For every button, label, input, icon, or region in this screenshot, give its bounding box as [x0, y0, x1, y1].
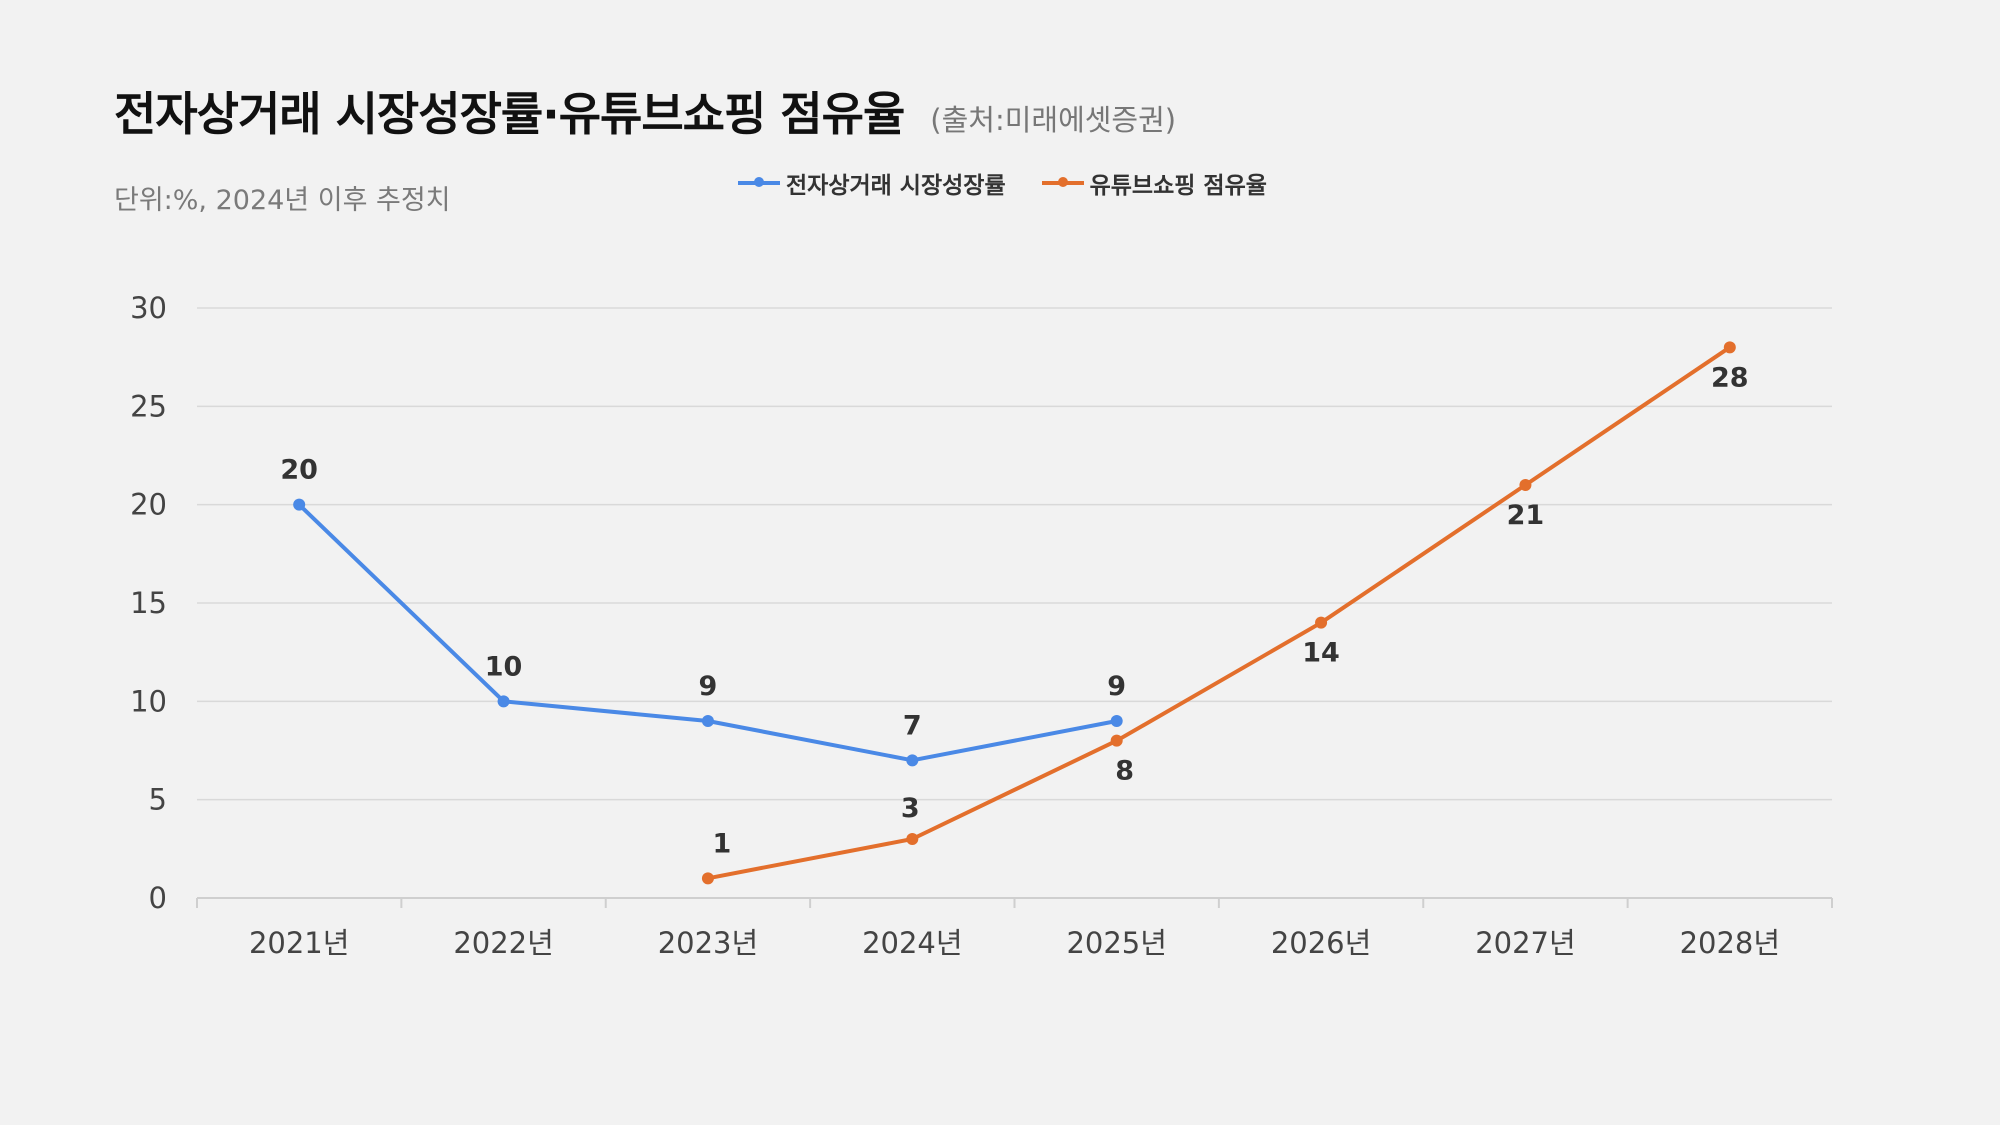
- data-label-youtube: 28: [1711, 362, 1749, 393]
- data-point-youtube: [1110, 734, 1123, 747]
- legend-label-youtube: 유튜브쇼핑 점유율: [1089, 173, 1267, 199]
- chart-source: (출처:미래에셋증권): [930, 103, 1177, 137]
- data-label-ecommerce: 7: [903, 710, 922, 741]
- y-tick-label: 10: [130, 684, 167, 718]
- x-tick-label: 2027년: [1475, 926, 1575, 960]
- data-point-ecommerce: [293, 498, 306, 511]
- x-tick-label: 2022년: [453, 926, 553, 960]
- data-point-youtube: [1519, 479, 1532, 491]
- data-label-youtube: 21: [1507, 500, 1545, 531]
- x-tick-label: 2021년: [249, 926, 349, 960]
- x-tick-label: 2026년: [1271, 926, 1371, 960]
- unit-note: 단위:%, 2024년 이후 추정치: [114, 185, 451, 216]
- chart-title: 전자상거래 시장성장률·유튜브쇼핑 점유율: [114, 87, 905, 141]
- legend-dot-ecommerce: [754, 177, 764, 187]
- x-tick-label: 2023년: [658, 926, 758, 960]
- x-tick-label: 2028년: [1680, 926, 1780, 960]
- data-point-ecommerce: [906, 754, 919, 767]
- data-point-ecommerce: [497, 695, 510, 708]
- legend-item-youtube: 유튜브쇼핑 점유율: [1041, 166, 1267, 200]
- data-label-youtube: 1: [713, 828, 732, 859]
- data-point-youtube: [1723, 341, 1736, 354]
- y-tick-label: 5: [149, 783, 167, 817]
- legend-item-ecommerce: 전자상거래 시장성장률: [738, 166, 1006, 200]
- title-row: 전자상거래 시장성장률·유튜브쇼핑 점유율 (출처:미래에셋증권): [114, 78, 1176, 144]
- data-point-youtube: [701, 872, 714, 885]
- data-label-youtube: 8: [1115, 756, 1134, 787]
- data-point-youtube: [1315, 616, 1328, 629]
- y-tick-label: 15: [130, 586, 167, 620]
- data-point-ecommerce: [1110, 715, 1123, 727]
- data-label-ecommerce: 10: [485, 651, 523, 682]
- data-label-youtube: 14: [1302, 638, 1340, 669]
- data-label-ecommerce: 9: [1107, 671, 1126, 702]
- chart-legend: 전자상거래 시장성장률 유튜브쇼핑 점유율: [738, 166, 1303, 200]
- data-label-ecommerce: 9: [699, 671, 718, 702]
- x-tick-label: 2024년: [862, 926, 962, 960]
- y-tick-label: 20: [130, 488, 167, 522]
- data-label-youtube: 3: [901, 793, 920, 824]
- legend-label-ecommerce: 전자상거래 시장성장률: [786, 173, 1006, 199]
- x-tick-label: 2025년: [1066, 926, 1166, 960]
- data-point-youtube: [906, 833, 919, 845]
- data-label-ecommerce: 20: [280, 455, 318, 486]
- data-point-ecommerce: [701, 715, 714, 727]
- y-tick-label: 0: [149, 881, 167, 915]
- legend-swatch-youtube: [1041, 177, 1084, 187]
- legend-swatch-ecommerce: [738, 177, 780, 187]
- legend-dot-youtube: [1057, 177, 1068, 187]
- y-tick-label: 25: [130, 389, 167, 423]
- series-line-youtube: [705, 345, 1732, 881]
- y-tick-label: 30: [130, 291, 167, 325]
